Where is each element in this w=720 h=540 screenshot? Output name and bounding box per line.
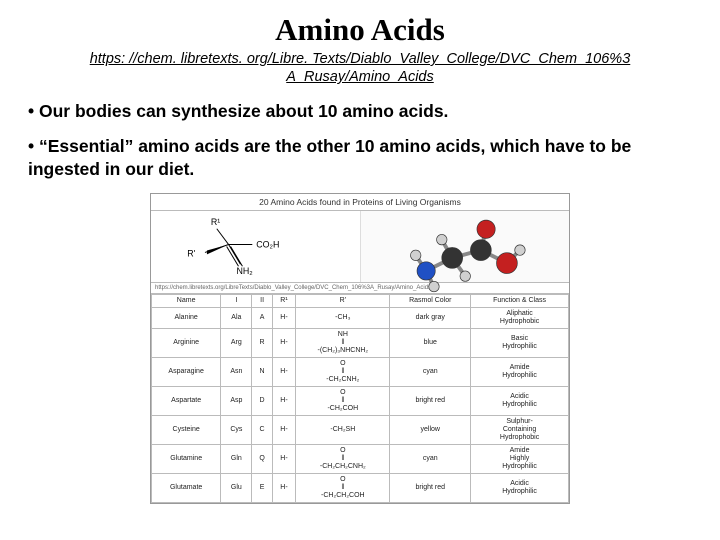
table-cell: AcidicHydrophilic [471, 386, 569, 415]
table-header: I [221, 294, 252, 307]
table-cell: O‖-CH₂CNH₂ [296, 357, 390, 386]
table-cell: H- [272, 416, 296, 445]
table-row: AlanineAlaAH--CH₃dark grayAliphaticHydro… [152, 307, 569, 328]
figure-title: 20 Amino Acids found in Proteins of Livi… [151, 194, 569, 211]
table-cell: dark gray [390, 307, 471, 328]
table-cell: Cys [221, 416, 252, 445]
table-cell: Q [252, 445, 272, 474]
table-cell: AmideHighlyHydrophilic [471, 445, 569, 474]
url-line-1: https: //chem. libretexts. org/Libre. Te… [90, 51, 631, 67]
table-cell: bright red [390, 474, 471, 503]
table-cell: blue [390, 328, 471, 357]
table-row: AspartateAspDH-O‖-CH₂COHbright redAcidic… [152, 386, 569, 415]
table-cell: Glutamate [152, 474, 221, 503]
ball-stick-model [361, 211, 570, 282]
table-cell: D [252, 386, 272, 415]
table-cell: C [252, 416, 272, 445]
table-header: Name [152, 294, 221, 307]
table-cell: -CH₃ [296, 307, 390, 328]
table-cell: cyan [390, 357, 471, 386]
table-cell: BasicHydrophilic [471, 328, 569, 357]
svg-text:R': R' [187, 248, 195, 258]
table-row: CysteineCysCH--CH₂SHyellowSulphur-Contai… [152, 416, 569, 445]
url-line-2: A_Rusay/Amino_Acids [286, 69, 434, 85]
svg-text:CO₂H: CO₂H [256, 239, 279, 249]
structural-formula: R¹ CO₂H R' NH₂ [151, 211, 361, 282]
table-cell: E [252, 474, 272, 503]
table-cell: Arg [221, 328, 252, 357]
amino-acid-table: NameIIIR¹R'Rasmol ColorFunction & Class … [151, 294, 569, 504]
table-cell: Glu [221, 474, 252, 503]
table-cell: Cysteine [152, 416, 221, 445]
table-cell: yellow [390, 416, 471, 445]
table-cell: H- [272, 474, 296, 503]
figure-top-row: R¹ CO₂H R' NH₂ [151, 211, 569, 283]
source-url: https: //chem. libretexts. org/Libre. Te… [40, 50, 680, 86]
table-cell: H- [272, 386, 296, 415]
table-cell: H- [272, 357, 296, 386]
table-row: ArginineArgRH-NH‖-(CH₂)₃NHCNH₂blueBasicH… [152, 328, 569, 357]
table-cell: Asn [221, 357, 252, 386]
table-cell: A [252, 307, 272, 328]
svg-text:R¹: R¹ [211, 216, 220, 226]
svg-text:NH₂: NH₂ [237, 266, 253, 276]
table-cell: O‖-CH₂CH₂COH [296, 474, 390, 503]
table-cell: Gln [221, 445, 252, 474]
table-cell: Asp [221, 386, 252, 415]
table-cell: Aspartate [152, 386, 221, 415]
table-cell: Ala [221, 307, 252, 328]
table-cell: Alanine [152, 307, 221, 328]
table-cell: AcidicHydrophilic [471, 474, 569, 503]
table-cell: Asparagine [152, 357, 221, 386]
table-header: II [252, 294, 272, 307]
table-cell: Sulphur-ContainingHydrophobic [471, 416, 569, 445]
bullet-2: • “Essential” amino acids are the other … [28, 135, 692, 181]
table-cell: H- [272, 328, 296, 357]
table-cell: H- [272, 307, 296, 328]
table-row: GlutamineGlnQH-O‖-CH₂CH₂CNH₂cyanAmideHig… [152, 445, 569, 474]
table-cell: O‖-CH₂CH₂CNH₂ [296, 445, 390, 474]
table-cell: Arginine [152, 328, 221, 357]
table-cell: H- [272, 445, 296, 474]
table-cell: bright red [390, 386, 471, 415]
table-cell: Glutamine [152, 445, 221, 474]
table-header: R¹ [272, 294, 296, 307]
table-cell: AmideHydrophilic [471, 357, 569, 386]
table-cell: -CH₂SH [296, 416, 390, 445]
table-cell: AliphaticHydrophobic [471, 307, 569, 328]
table-cell: O‖-CH₂COH [296, 386, 390, 415]
table-cell: N [252, 357, 272, 386]
table-cell: R [252, 328, 272, 357]
table-cell: NH‖-(CH₂)₃NHCNH₂ [296, 328, 390, 357]
table-cell: cyan [390, 445, 471, 474]
table-row: AsparagineAsnNH-O‖-CH₂CNH₂cyanAmideHydro… [152, 357, 569, 386]
page-title: Amino Acids [28, 12, 692, 48]
amino-acid-figure: 20 Amino Acids found in Proteins of Livi… [150, 193, 570, 505]
table-row: GlutamateGluEH-O‖-CH₂CH₂COHbright redAci… [152, 474, 569, 503]
bullet-1: • Our bodies can synthesize about 10 ami… [28, 100, 692, 123]
